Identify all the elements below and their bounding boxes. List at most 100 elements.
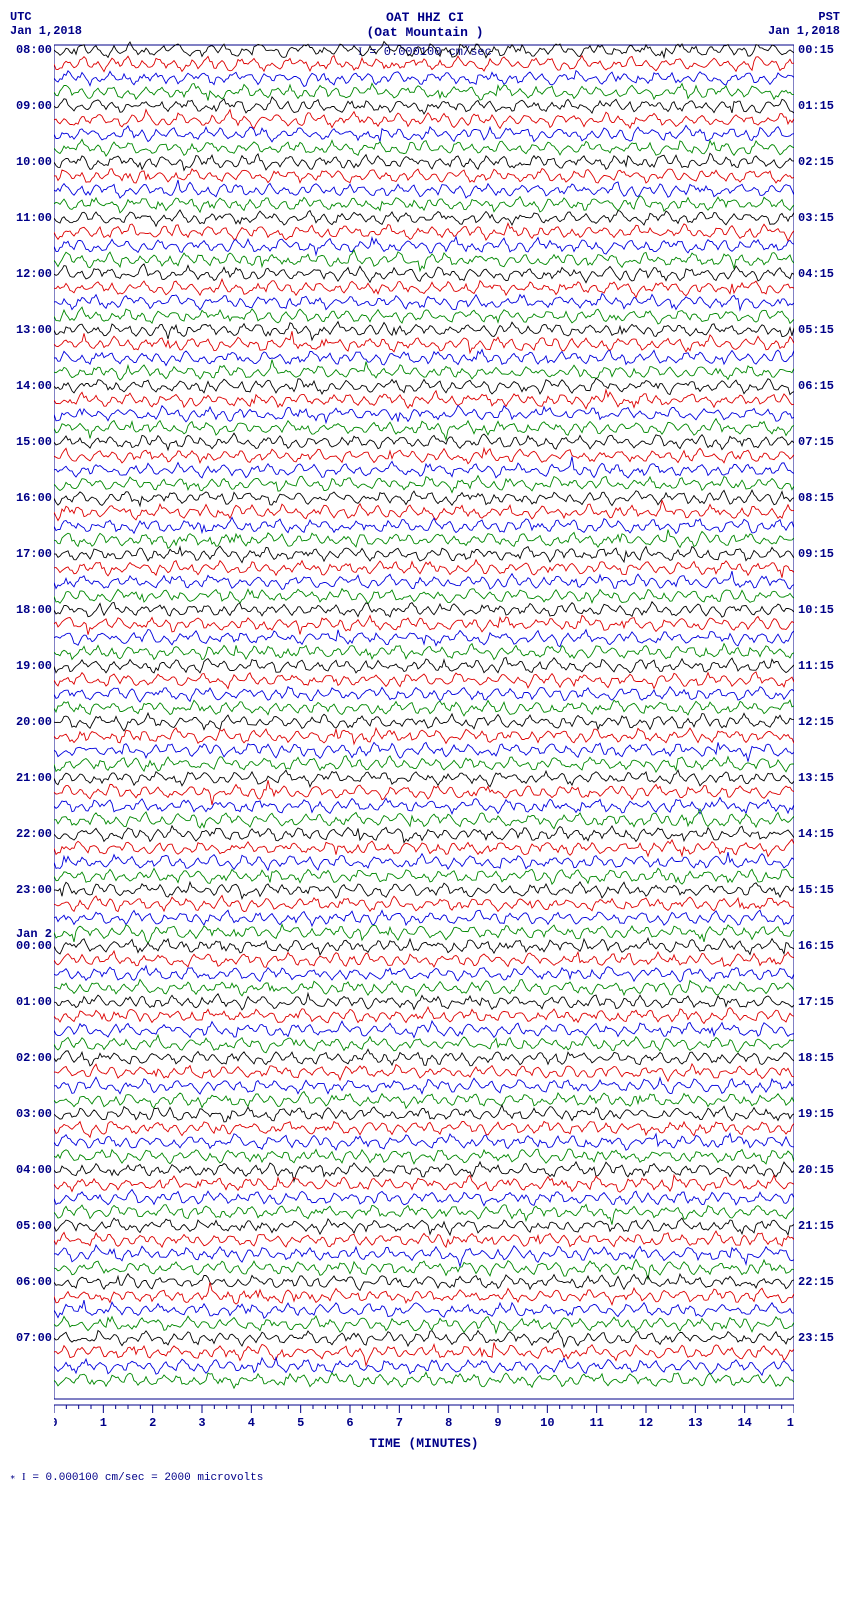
- x-axis-label: TIME (MINUTES): [54, 1436, 794, 1451]
- trace-row: [54, 110, 794, 129]
- trace-row: [54, 1162, 794, 1181]
- trace-row: [54, 993, 794, 1010]
- trace-row: [54, 1218, 794, 1235]
- pst-hour-label: 05:15: [798, 323, 844, 337]
- svg-text:11: 11: [589, 1416, 603, 1430]
- footer-scale: ∗ I = 0.000100 cm/sec = 2000 microvolts: [10, 1471, 840, 1484]
- footer-text: = 0.000100 cm/sec = 2000 microvolts: [32, 1472, 263, 1484]
- trace-row: [54, 938, 794, 955]
- trace-row: [54, 1316, 794, 1333]
- svg-text:0: 0: [54, 1416, 58, 1430]
- trace-row: [54, 546, 794, 562]
- plot-area: 08:0009:0010:0011:0012:0013:0014:0015:00…: [10, 40, 840, 1404]
- utc-hour-label: 10:00: [6, 155, 52, 169]
- trace-row: [54, 1282, 794, 1305]
- utc-hour-label: 07:00: [6, 1331, 52, 1345]
- trace-row: [54, 672, 794, 689]
- trace-row: [54, 1077, 794, 1094]
- x-axis-ticks: 0123456789101112131415: [54, 1404, 794, 1430]
- trace-row: [54, 307, 794, 324]
- utc-hour-label: 18:00: [6, 603, 52, 617]
- pst-hour-label: 17:15: [798, 995, 844, 1009]
- pst-hour-label: 04:15: [798, 267, 844, 281]
- waveform-traces: [54, 40, 794, 1404]
- pst-hour-label: 16:15: [798, 939, 844, 953]
- pst-hour-label: 15:15: [798, 883, 844, 897]
- pst-hour-label: 01:15: [798, 99, 844, 113]
- trace-row: [54, 756, 794, 772]
- trace-row: [54, 780, 794, 805]
- trace-row: [54, 1372, 794, 1388]
- pst-hour-label: 19:15: [798, 1107, 844, 1121]
- utc-hour-label: 02:00: [6, 1051, 52, 1065]
- trace-row: [54, 1149, 794, 1164]
- trace-row: [54, 139, 794, 156]
- pst-hour-label: 07:15: [798, 435, 844, 449]
- trace-row: [54, 223, 794, 241]
- pst-hour-label: 14:15: [798, 827, 844, 841]
- svg-text:2: 2: [149, 1416, 156, 1430]
- trace-row: [54, 1035, 794, 1053]
- pst-hour-label: 21:15: [798, 1219, 844, 1233]
- trace-row: [54, 1133, 794, 1150]
- pst-hour-label: 22:15: [798, 1275, 844, 1289]
- trace-row: [54, 826, 794, 843]
- trace-row: [54, 852, 794, 870]
- svg-text:10: 10: [540, 1416, 554, 1430]
- trace-row: [54, 390, 794, 409]
- pst-hour-label: 10:15: [798, 603, 844, 617]
- pst-hour-label: 11:15: [798, 659, 844, 673]
- station-code: OAT HHZ CI: [10, 10, 840, 25]
- utc-hour-label: 01:00: [6, 995, 52, 1009]
- trace-row: [54, 530, 794, 549]
- utc-hour-label: 21:00: [6, 771, 52, 785]
- utc-hour-label: 19:00: [6, 659, 52, 673]
- svg-text:14: 14: [737, 1416, 751, 1430]
- trace-row: [54, 1259, 794, 1279]
- trace-row: [54, 1105, 794, 1122]
- trace-row: [54, 250, 794, 271]
- trace-row: [54, 809, 794, 829]
- utc-hour-label: 09:00: [6, 99, 52, 113]
- utc-hour-label: 08:00: [6, 43, 52, 57]
- trace-row: [54, 83, 794, 100]
- pst-hour-label: 20:15: [798, 1163, 844, 1177]
- trace-row: [54, 700, 794, 716]
- trace-row: [54, 658, 794, 673]
- trace-row: [54, 125, 794, 141]
- pst-hour-label: 23:15: [798, 1331, 844, 1345]
- trace-row: [54, 1175, 794, 1192]
- trace-row: [54, 896, 794, 912]
- trace-row: [54, 728, 794, 744]
- trace-row: [54, 294, 794, 310]
- pst-label: PST Jan 1,2018: [768, 10, 840, 38]
- trace-row: [54, 644, 794, 660]
- pst-hour-label: 03:15: [798, 211, 844, 225]
- pst-hour-label: 12:15: [798, 715, 844, 729]
- trace-row: [54, 589, 794, 604]
- utc-hour-label: 11:00: [6, 211, 52, 225]
- utc-hour-label: 17:00: [6, 547, 52, 561]
- utc-date: Jan 1,2018: [10, 24, 82, 38]
- utc-hour-label: 05:00: [6, 1219, 52, 1233]
- utc-time-axis: 08:0009:0010:0011:0012:0013:0014:0015:00…: [6, 40, 52, 1404]
- utc-hour-label: 23:00: [6, 883, 52, 897]
- trace-row: [54, 798, 794, 814]
- pst-hour-label: 09:15: [798, 547, 844, 561]
- trace-row: [54, 419, 794, 440]
- trace-row: [54, 331, 794, 353]
- station-name: (Oat Mountain ): [10, 25, 840, 40]
- trace-row: [54, 1330, 794, 1347]
- trace-row: [54, 500, 794, 520]
- trace-row: [54, 1122, 794, 1138]
- trace-row: [54, 322, 794, 340]
- trace-row: [54, 980, 794, 997]
- svg-text:1: 1: [100, 1416, 107, 1430]
- utc-hour-label: 03:00: [6, 1107, 52, 1121]
- trace-row: [54, 1092, 794, 1109]
- trace-row: [54, 378, 794, 394]
- trace-row: [54, 713, 794, 731]
- utc-hour-label: 20:00: [6, 715, 52, 729]
- trace-row: [54, 1049, 794, 1066]
- trace-row: [54, 910, 794, 926]
